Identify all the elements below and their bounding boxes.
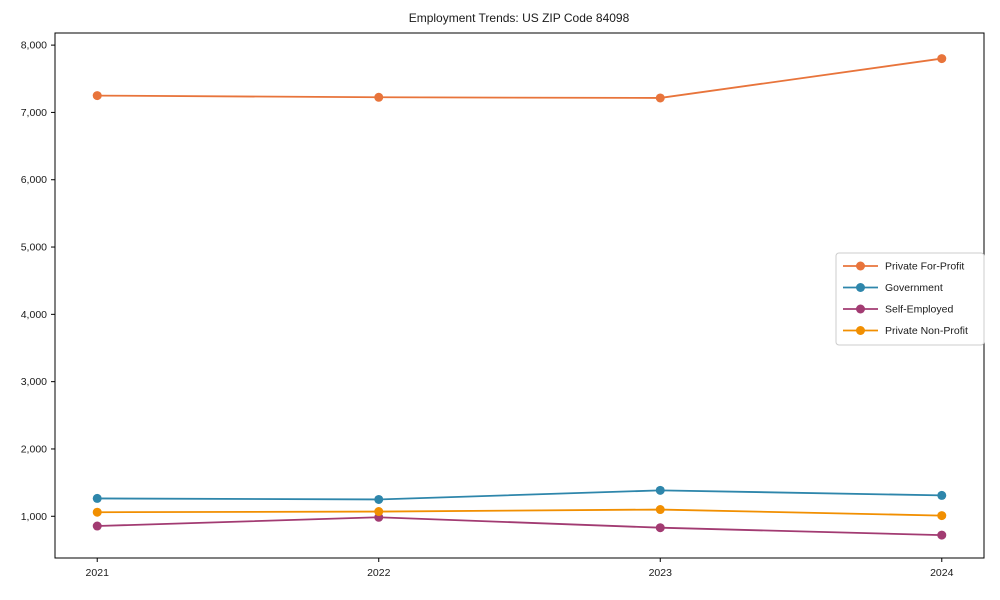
x-tick-label: 2022 [367, 567, 391, 579]
legend-marker [856, 283, 865, 292]
legend: Private For-Profit Government Self-Employe… [835, 252, 985, 346]
y-tick-label: 6,000 [21, 174, 47, 186]
series-line [97, 508, 942, 517]
y-tick-label: 3,000 [21, 376, 47, 388]
legend-item: Private For-Profit [843, 261, 964, 273]
legend-label: Private For-Profit [885, 261, 964, 273]
data-point-marker [937, 511, 947, 521]
data-point-marker [655, 93, 665, 103]
data-point-marker [92, 521, 102, 531]
legend-marker [856, 261, 865, 271]
data-point-marker [937, 530, 947, 540]
data-point-marker [655, 523, 665, 533]
legend-box [835, 252, 985, 346]
data-point-marker [374, 494, 384, 504]
chart-title: Employment Trends: US ZIP Code 84098 [409, 11, 630, 25]
series-line [97, 489, 942, 501]
x-tick-label: 2021 [86, 567, 110, 579]
plot-area: 1,000 2,000 3,000 4,000 5,000 6,000 7,000 8,000… [21, 32, 985, 579]
data-point-marker [92, 91, 102, 101]
data-point-marker [374, 507, 384, 517]
y-tick-label: 7,000 [21, 107, 47, 119]
y-tick-label: 8,000 [21, 40, 47, 52]
data-point-marker [92, 493, 102, 503]
series-line [97, 57, 942, 99]
data-point-marker [937, 490, 947, 500]
legend-marker [856, 304, 865, 314]
series-line [97, 516, 942, 537]
y-tick-label: 5,000 [21, 242, 47, 254]
y-tick-label: 2,000 [21, 443, 47, 455]
data-point-marker [655, 485, 665, 495]
legend-marker [856, 326, 865, 335]
x-tick-label: 2023 [649, 567, 673, 579]
legend-label: Self-Employed [885, 304, 953, 316]
legend-item: Self-Employed [843, 304, 953, 316]
legend-item: Private Non-Profit [843, 325, 968, 337]
y-tick-label: 1,000 [21, 511, 47, 523]
legend-item: Government [843, 282, 943, 294]
legend-label: Government [885, 282, 943, 294]
data-point-marker [374, 92, 384, 102]
x-tick-label: 2024 [930, 567, 954, 579]
y-tick-label: 4,000 [21, 309, 47, 321]
data-point-marker [92, 507, 102, 517]
legend-label: Private Non-Profit [885, 325, 968, 337]
data-point-marker [655, 505, 665, 515]
data-point-marker [937, 54, 947, 64]
